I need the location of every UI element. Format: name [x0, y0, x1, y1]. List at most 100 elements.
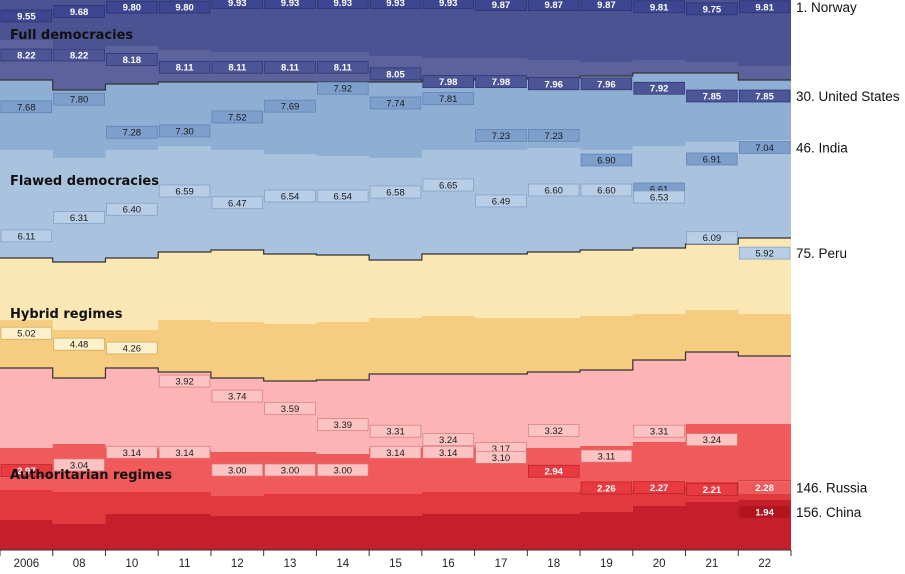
score-label: 5.02 — [17, 329, 36, 340]
score-label: 7.92 — [650, 84, 669, 95]
score-box — [422, 0, 474, 9]
score-label: 6.90 — [597, 156, 616, 167]
score-label: 3.11 — [598, 452, 616, 463]
score-label: 3.59 — [281, 404, 300, 415]
score-label: 3.24 — [703, 435, 722, 446]
score-label: 9.87 — [492, 0, 511, 11]
score-box — [158, 445, 211, 459]
score-box — [211, 196, 264, 210]
score-box — [317, 81, 369, 95]
score-label: 7.52 — [228, 112, 247, 123]
score-box — [686, 433, 738, 446]
score-label: 6.47 — [228, 198, 247, 209]
score-box — [633, 481, 685, 495]
score-label: 6.65 — [439, 181, 458, 192]
score-label: 7.28 — [123, 128, 142, 139]
score-box — [738, 89, 791, 103]
shade-band-hybrid-0 — [0, 310, 791, 381]
x-tick-label: 14 — [336, 558, 349, 570]
score-box — [0, 100, 53, 114]
score-label: 9.93 — [228, 0, 247, 9]
score-label: 8.11 — [334, 63, 353, 74]
score-box — [53, 92, 105, 106]
score-label: 7.81 — [439, 94, 458, 105]
score-label: 6.31 — [70, 213, 89, 224]
score-box — [158, 184, 211, 198]
score-box — [475, 129, 527, 142]
score-label: 7.30 — [175, 126, 194, 137]
score-label: 2.97 — [17, 466, 36, 477]
score-box — [738, 246, 791, 260]
score-label: 8.11 — [281, 63, 300, 74]
score-label: 3.92 — [175, 377, 194, 388]
x-tick-label: 10 — [125, 558, 138, 570]
score-label: 3.31 — [650, 427, 669, 438]
score-label: 9.81 — [755, 2, 774, 13]
score-boxes: 9.55 9.68 9.80 9.80 9.93 9.93 9.93 9.93 9.93 9.87… — [0, 0, 791, 519]
country-label: 156. China — [796, 505, 862, 520]
score-label: 6.60 — [597, 186, 616, 197]
score-label: 9.80 — [123, 3, 142, 14]
score-box — [211, 389, 264, 403]
score-label: 4.26 — [123, 344, 142, 355]
score-label: 7.96 — [544, 79, 563, 90]
score-box — [0, 48, 53, 62]
score-box — [53, 48, 105, 62]
score-box — [475, 75, 527, 88]
score-box — [369, 96, 422, 110]
score-label: 6.54 — [281, 192, 300, 203]
regime-dividers — [0, 72, 791, 382]
score-label: 7.23 — [544, 131, 563, 142]
score-label: 9.80 — [175, 3, 194, 14]
score-label: 6.53 — [650, 193, 669, 204]
score-box — [580, 0, 633, 11]
score-label: 6.40 — [123, 205, 142, 216]
shade-band-full-0 — [0, 0, 791, 66]
country-label: 146. Russia — [796, 480, 868, 495]
score-box — [211, 463, 264, 477]
score-box — [527, 424, 580, 437]
x-tick-label: 11 — [179, 558, 191, 570]
score-box — [211, 0, 264, 9]
score-label: 8.11 — [228, 63, 247, 74]
score-label: 6.61 — [650, 185, 669, 196]
score-label: 9.75 — [703, 4, 722, 15]
score-box — [580, 481, 633, 495]
score-label: 2.26 — [597, 484, 616, 495]
score-box — [0, 464, 53, 477]
score-label: 9.87 — [597, 0, 616, 11]
score-box — [317, 418, 369, 431]
score-box — [53, 5, 105, 18]
score-box — [317, 60, 369, 74]
score-box — [106, 125, 158, 139]
score-box — [633, 0, 685, 14]
regime-divider-1 — [0, 237, 791, 263]
score-label: 4.48 — [70, 340, 89, 351]
score-label: 3.17 — [492, 444, 511, 455]
score-box — [527, 464, 580, 478]
score-box — [158, 0, 211, 14]
shade-band-flawed-1 — [0, 140, 791, 262]
x-tick-label: 15 — [389, 558, 402, 570]
score-label: 9.93 — [334, 0, 353, 9]
score-box — [264, 99, 316, 113]
country-label: 1. Norway — [796, 0, 857, 15]
x-tick-label: 13 — [284, 558, 297, 570]
score-label: 9.81 — [650, 2, 669, 13]
score-box — [527, 0, 580, 11]
x-tick-label: 20 — [653, 558, 666, 570]
x-tick-label: 18 — [547, 558, 560, 570]
score-label: 3.00 — [228, 466, 247, 477]
x-tick-label: 12 — [231, 558, 244, 570]
score-box — [0, 326, 53, 340]
score-label: 7.92 — [334, 84, 353, 95]
score-label: 8.11 — [176, 63, 195, 74]
country-label: 46. India — [796, 140, 848, 155]
score-label: 3.32 — [544, 426, 563, 437]
score-box — [106, 202, 158, 216]
score-box — [422, 433, 474, 446]
country-label: 30. United States — [796, 89, 900, 104]
country-labels: 1. Norway 30. United States 46. India 75. P… — [796, 0, 900, 520]
score-label: 6.09 — [703, 233, 722, 244]
score-box — [475, 450, 527, 464]
